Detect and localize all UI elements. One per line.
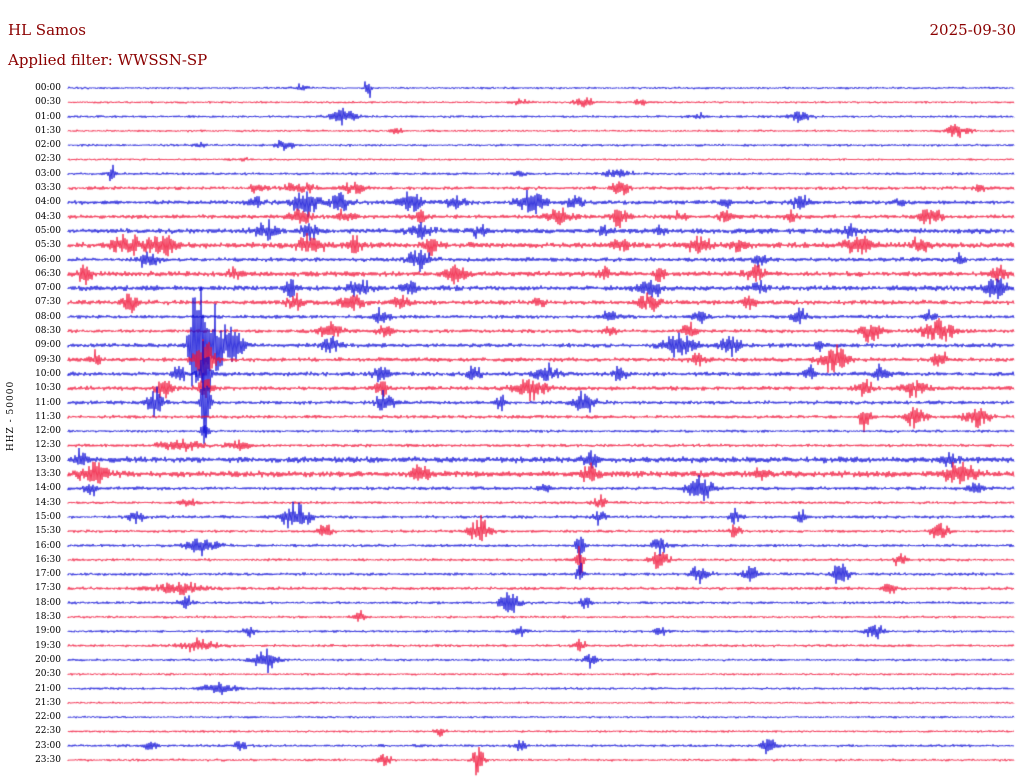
time-label: 02:00 <box>35 140 61 151</box>
time-label: 22:00 <box>35 712 61 723</box>
time-label: 09:30 <box>35 354 61 365</box>
time-label: 16:00 <box>35 540 61 551</box>
time-label: 10:30 <box>35 383 61 394</box>
time-label: 09:00 <box>35 340 61 351</box>
time-label: 14:30 <box>35 497 61 508</box>
time-label: 11:00 <box>35 397 61 408</box>
time-label: 18:00 <box>35 597 61 608</box>
station-title: HL Samos <box>8 21 86 39</box>
time-label: 01:30 <box>35 125 61 136</box>
time-label: 11:30 <box>35 411 61 422</box>
time-label: 15:00 <box>35 511 61 522</box>
time-label: 05:00 <box>35 225 61 236</box>
time-label: 13:30 <box>35 469 61 480</box>
time-label: 02:30 <box>35 154 61 165</box>
time-label: 00:00 <box>35 83 61 93</box>
time-label: 06:30 <box>35 268 61 279</box>
time-label: 16:30 <box>35 554 61 565</box>
time-label: 04:30 <box>35 211 61 222</box>
time-label: 03:00 <box>35 168 61 179</box>
time-label: 04:00 <box>35 197 61 208</box>
time-label: 00:30 <box>35 97 61 108</box>
time-label: 19:30 <box>35 640 61 651</box>
time-label: 23:30 <box>35 755 61 765</box>
time-label: 08:30 <box>35 326 61 337</box>
time-label: 14:00 <box>35 483 61 494</box>
time-label: 19:00 <box>35 626 61 637</box>
time-label: 20:30 <box>35 669 61 680</box>
time-label: 23:00 <box>35 740 61 751</box>
time-label: 07:30 <box>35 297 61 308</box>
time-label: 12:30 <box>35 440 61 451</box>
time-label: 06:00 <box>35 254 61 265</box>
time-label: 21:00 <box>35 683 61 694</box>
time-label: 13:00 <box>35 454 61 465</box>
time-label: 03:30 <box>35 183 61 194</box>
time-label: 01:00 <box>35 111 61 122</box>
time-label: 05:30 <box>35 240 61 251</box>
time-label: 20:00 <box>35 654 61 665</box>
time-label: 21:30 <box>35 697 61 708</box>
time-label: 17:30 <box>35 583 61 594</box>
y-axis-label: HHZ - 50000 <box>6 380 16 452</box>
time-label: 15:30 <box>35 526 61 537</box>
time-label: 18:30 <box>35 612 61 623</box>
date-label: 2025-09-30 <box>929 21 1016 39</box>
time-label: 08:00 <box>35 311 61 322</box>
time-label: 22:30 <box>35 726 61 737</box>
time-label: 10:00 <box>35 368 61 379</box>
filter-label: Applied filter: WWSSN-SP <box>8 51 208 69</box>
time-label: 07:00 <box>35 283 61 294</box>
time-label: 12:00 <box>35 426 61 437</box>
time-label: 17:00 <box>35 569 61 580</box>
